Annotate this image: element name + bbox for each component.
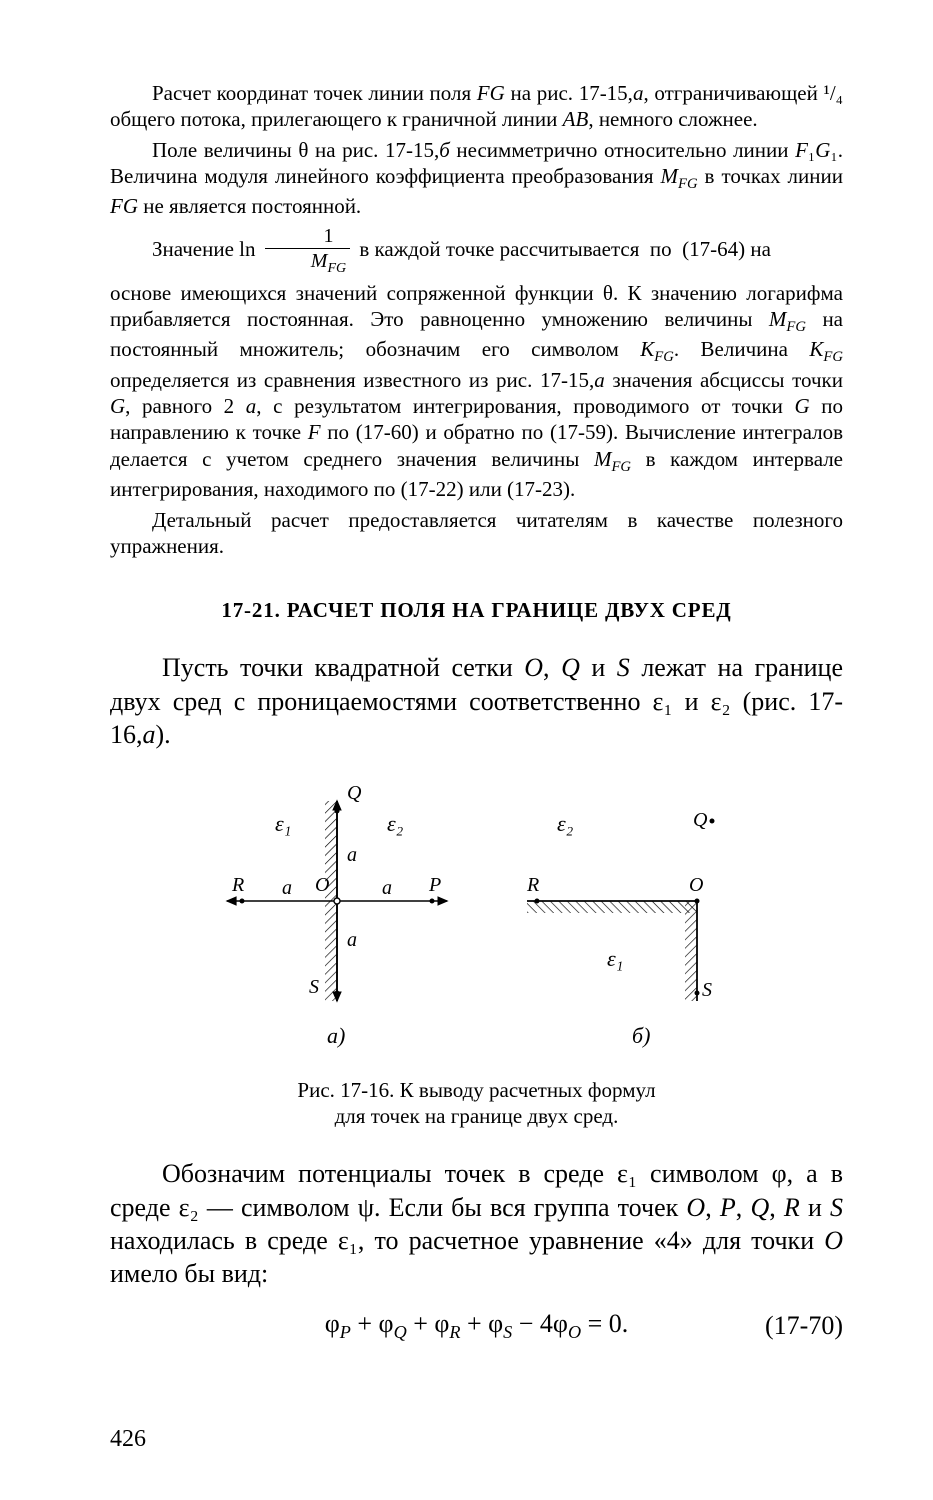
diagram-b: ε₂ Q R O ε₁ S б) — [526, 809, 715, 1048]
frac-num: 1 — [265, 226, 350, 249]
para-3-line: Значение ln 1 MFG в каждой точке рассчит… — [110, 226, 843, 276]
para-1: Расчет координат точек линии поля FG на … — [110, 80, 843, 133]
label-a-top: a — [347, 844, 357, 866]
caption-line-1: Рис. 17-16. К выводу расчетных формул — [297, 1078, 655, 1102]
label-S-a: S — [309, 976, 319, 998]
label-letter-b: б) — [632, 1023, 650, 1048]
para-3-lead: Значение ln — [152, 236, 256, 260]
para-2: Поле величины θ на рис. 17-15,б несиммет… — [110, 137, 843, 220]
label-a-left: a — [282, 877, 292, 899]
para-3-tail: в каждой точке рассчитывается по (17-64)… — [359, 236, 771, 260]
label-eps2-b: ε₂ — [557, 811, 574, 836]
para-5: Детальный расчет предоставляется читател… — [110, 507, 843, 560]
label-R-a: R — [231, 874, 244, 896]
label-a-bot: a — [347, 929, 357, 951]
label-letter-a: а) — [327, 1023, 345, 1048]
page-number: 426 — [110, 1424, 146, 1454]
figure-17-16: Q ε₁ ε₂ a a a a R O P S а) — [110, 771, 843, 1129]
label-Q-b: Q — [693, 809, 708, 831]
body-para-1: Пусть точки квадратной сетки O, Q и S ле… — [110, 651, 843, 751]
label-S-b: S — [702, 979, 712, 1001]
para-4: основе имеющихся значений сопряженной фу… — [110, 280, 843, 503]
equation-17-70: φP + φQ + φR + φS − 4φO = 0. (17-70) — [110, 1308, 843, 1344]
body-para-2: Обозначим потенциалы точек в среде ε₁ си… — [110, 1157, 843, 1290]
label-a-right: a — [382, 877, 392, 899]
figure-caption: Рис. 17-16. К выводу расчетных формул дл… — [110, 1077, 843, 1130]
label-eps2-a: ε₂ — [387, 811, 404, 836]
equation-text: φP + φQ + φR + φS − 4φO = 0. — [325, 1308, 629, 1344]
label-P-a: P — [428, 874, 441, 896]
equation-number: (17-70) — [765, 1310, 843, 1343]
figure-svg: Q ε₁ ε₂ a a a a R O P S а) — [197, 771, 757, 1061]
label-eps1-a: ε₁ — [275, 811, 291, 836]
caption-line-2: для точек на границе двух сред. — [335, 1104, 619, 1128]
label-eps1-b: ε₁ — [607, 946, 623, 971]
fraction-1-over-MFG: 1 MFG — [265, 226, 350, 276]
label-Q-a: Q — [347, 782, 362, 804]
frac-den: MFG — [265, 249, 350, 276]
section-title: 17-21. РАСЧЕТ ПОЛЯ НА ГРАНИЦЕ ДВУХ СРЕД — [110, 597, 843, 623]
label-O-a: O — [315, 874, 329, 896]
page: Расчет координат точек линии поля FG на … — [0, 0, 933, 1500]
label-R-b: R — [526, 874, 539, 896]
label-O-b: O — [689, 874, 703, 896]
diagram-a: Q ε₁ ε₂ a a a a R O P S а) — [227, 782, 447, 1048]
